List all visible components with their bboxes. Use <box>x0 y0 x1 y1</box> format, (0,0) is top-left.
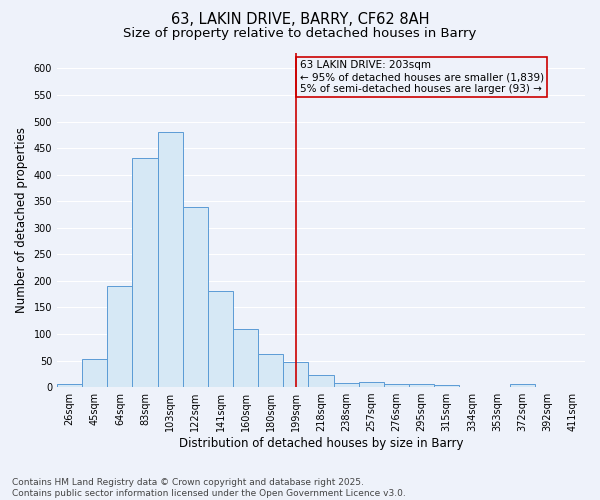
Text: 63, LAKIN DRIVE, BARRY, CF62 8AH: 63, LAKIN DRIVE, BARRY, CF62 8AH <box>171 12 429 28</box>
Bar <box>409 384 434 387</box>
Text: Contains HM Land Registry data © Crown copyright and database right 2025.
Contai: Contains HM Land Registry data © Crown c… <box>12 478 406 498</box>
Bar <box>484 386 509 387</box>
Bar <box>183 206 208 387</box>
Bar <box>82 360 107 387</box>
Y-axis label: Number of detached properties: Number of detached properties <box>15 127 28 313</box>
Bar <box>434 385 459 387</box>
Bar <box>459 386 484 387</box>
Text: Size of property relative to detached houses in Barry: Size of property relative to detached ho… <box>124 28 476 40</box>
Bar <box>158 132 183 387</box>
Bar <box>308 376 334 387</box>
Bar <box>560 386 585 387</box>
Bar <box>107 286 133 387</box>
X-axis label: Distribution of detached houses by size in Barry: Distribution of detached houses by size … <box>179 437 463 450</box>
Bar <box>57 384 82 387</box>
Bar <box>359 382 384 387</box>
Bar <box>509 384 535 387</box>
Bar <box>384 384 409 387</box>
Bar <box>208 292 233 387</box>
Text: 63 LAKIN DRIVE: 203sqm
← 95% of detached houses are smaller (1,839)
5% of semi-d: 63 LAKIN DRIVE: 203sqm ← 95% of detached… <box>299 60 544 94</box>
Bar <box>334 383 359 387</box>
Bar <box>283 362 308 387</box>
Bar <box>258 354 283 387</box>
Bar <box>133 158 158 387</box>
Bar <box>535 386 560 387</box>
Bar <box>233 328 258 387</box>
